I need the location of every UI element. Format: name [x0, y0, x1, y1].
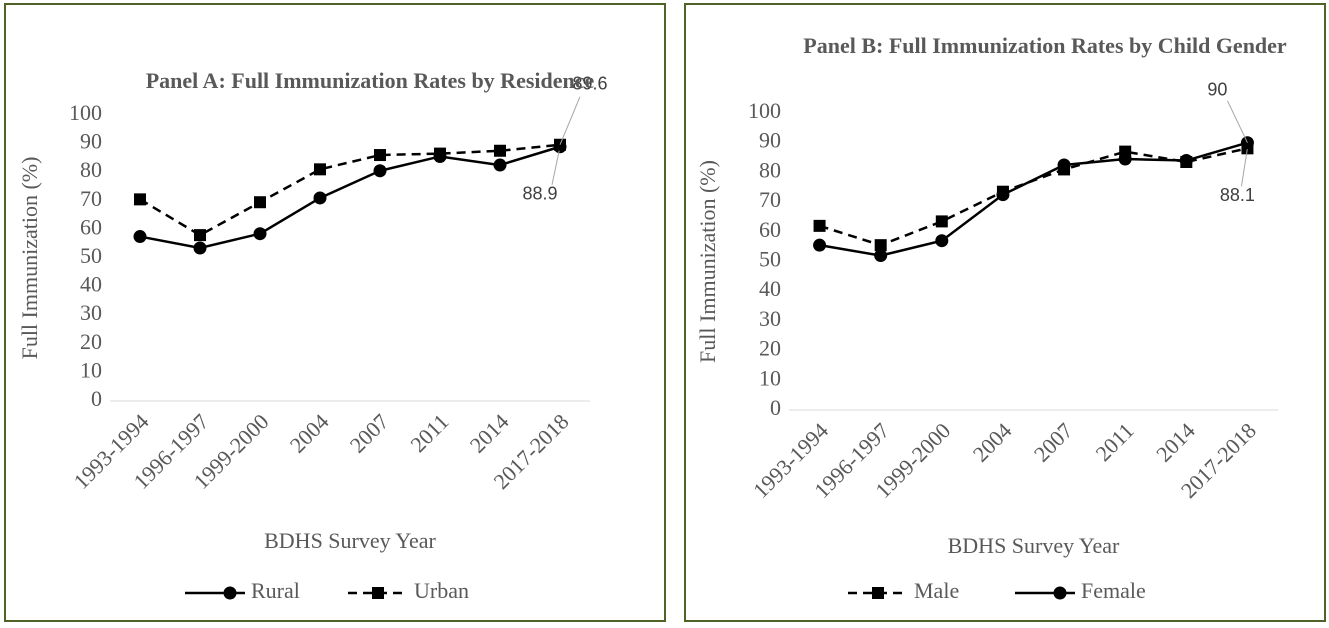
x-tick-label: 2007	[345, 409, 394, 458]
x-tick-label: 2011	[1091, 418, 1139, 466]
leader-line	[1240, 148, 1248, 187]
y-axis-title: Full Immunization (%)	[695, 160, 720, 363]
point	[874, 239, 887, 252]
point	[194, 229, 206, 242]
point	[874, 249, 888, 263]
point	[1179, 154, 1193, 168]
panel-frame	[684, 3, 1326, 622]
point	[314, 163, 326, 176]
point	[374, 149, 386, 162]
legend-label: Urban	[414, 578, 469, 603]
y-tick-label: 30	[80, 300, 102, 325]
data-label: 90	[1207, 79, 1227, 99]
point	[254, 196, 266, 209]
y-tick-label: 100	[69, 100, 102, 125]
point	[253, 227, 267, 241]
chart-title: Panel A: Full Immunization Rates by Resi…	[145, 68, 595, 93]
point	[996, 188, 1010, 202]
point	[1057, 158, 1071, 172]
y-tick-label: 20	[80, 329, 102, 354]
y-tick-label: 20	[759, 336, 781, 361]
y-tick-label: 10	[80, 357, 102, 382]
point	[813, 238, 827, 252]
point	[373, 164, 387, 178]
leader-line	[551, 146, 561, 185]
leader-line	[559, 96, 581, 145]
point	[493, 158, 507, 172]
x-tick-label: 2011	[405, 409, 453, 457]
legend-label: Female	[1081, 578, 1146, 603]
y-tick-label: 80	[759, 157, 781, 182]
legend-marker	[372, 587, 384, 599]
y-tick-label: 90	[759, 128, 781, 153]
series-line	[819, 141, 1248, 257]
point	[134, 193, 146, 206]
y-tick-label: 40	[759, 276, 781, 301]
point	[1118, 152, 1132, 166]
y-axis-title: Full Immunization (%)	[17, 157, 42, 360]
x-axis-title: BDHS Survey Year	[948, 533, 1120, 558]
x-tick-label: 2004	[285, 409, 334, 458]
y-tick-label: 60	[759, 217, 781, 242]
data-label: 88.9	[522, 183, 557, 203]
legend-marker	[1053, 586, 1067, 600]
x-axis-title: BDHS Survey Year	[264, 528, 436, 553]
panel-frame	[4, 3, 666, 622]
y-tick-label: 50	[80, 243, 102, 268]
chart-title: Panel B: Full Immunization Rates by Chil…	[803, 33, 1287, 58]
y-tick-label: 10	[759, 365, 781, 390]
series-line	[139, 145, 561, 250]
y-tick-label: 30	[759, 306, 781, 331]
y-tick-label: 40	[80, 272, 102, 297]
legend-label: Rural	[251, 578, 300, 603]
point	[434, 147, 446, 160]
y-tick-label: 100	[748, 98, 781, 123]
legend-marker	[223, 586, 237, 600]
y-tick-label: 70	[759, 187, 781, 212]
data-label: 88.1	[1220, 185, 1255, 205]
point	[935, 234, 949, 248]
point	[193, 241, 207, 255]
x-tick-label: 2014	[1151, 418, 1200, 467]
x-tick-label: 2014	[465, 409, 514, 458]
point	[494, 144, 506, 157]
y-tick-label: 80	[80, 157, 102, 182]
y-tick-label: 70	[80, 186, 102, 211]
y-tick-label: 90	[80, 129, 102, 154]
point	[935, 215, 948, 228]
x-tick-label: 2004	[968, 418, 1017, 467]
data-label: 89.6	[572, 73, 607, 93]
point	[813, 219, 826, 232]
legend-marker	[872, 587, 884, 599]
series-line	[139, 143, 561, 237]
x-tick-label: 2007	[1029, 418, 1078, 467]
y-tick-label: 60	[80, 214, 102, 239]
y-tick-label: 0	[770, 395, 781, 420]
leader-line	[1226, 100, 1248, 143]
point	[313, 191, 327, 205]
point	[133, 230, 147, 244]
y-tick-label: 0	[91, 386, 102, 411]
y-tick-label: 50	[759, 247, 781, 272]
legend-label: Male	[914, 578, 959, 603]
